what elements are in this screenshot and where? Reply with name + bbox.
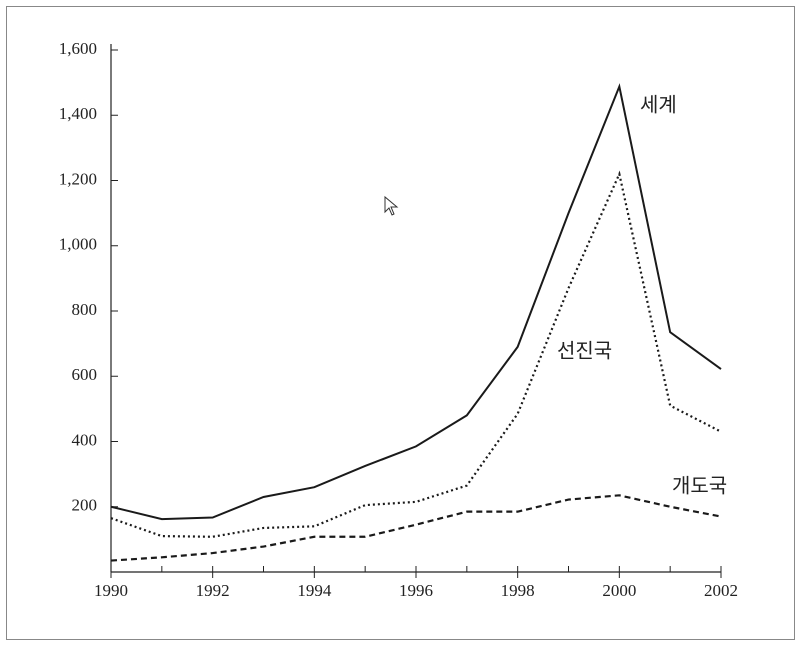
- y-tick-label: 800: [72, 300, 98, 319]
- cursor: [384, 195, 399, 216]
- y-tick-label: 1,200: [59, 169, 97, 188]
- series-label: 세계: [640, 93, 677, 117]
- series-label: 선진국: [557, 339, 612, 363]
- x-tick-label: 1998: [501, 581, 535, 600]
- y-tick-label: 1,000: [59, 235, 97, 254]
- y-tick-label: 1,600: [59, 39, 97, 58]
- x-tick-label: 1990: [94, 581, 128, 600]
- x-tick-label: 1994: [297, 581, 332, 600]
- series-line: [110, 494, 722, 562]
- y-tick-label: 200: [72, 496, 98, 515]
- frame: [6, 6, 795, 640]
- series-line: [110, 170, 722, 538]
- y-tick-label: 1,400: [59, 104, 97, 123]
- y-tick-label: 600: [72, 365, 98, 384]
- x-tick-label: 2002: [704, 581, 738, 600]
- x-tick-label: 1996: [399, 581, 433, 600]
- series-line: [110, 83, 722, 521]
- x-tick-label: 1992: [196, 581, 230, 600]
- x-tick-label: 2000: [602, 581, 636, 600]
- y-tick-label: 400: [72, 430, 98, 449]
- series-label: 개도국: [672, 474, 727, 498]
